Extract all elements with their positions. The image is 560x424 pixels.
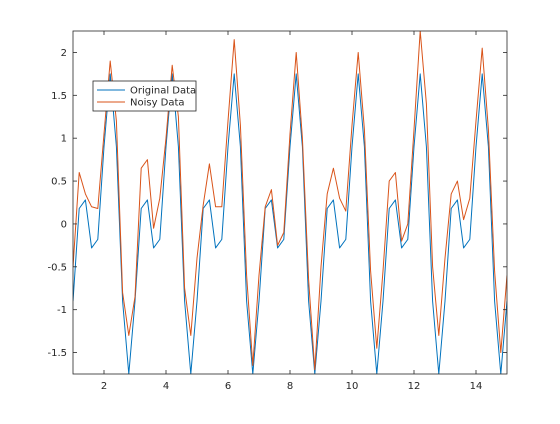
y-tick-label: -0.5 <box>47 262 67 273</box>
y-tick-label: -1 <box>57 305 67 316</box>
x-axis: 2 4 6 8 10 12 14 <box>101 31 483 392</box>
x-tick-label: 6 <box>225 381 231 392</box>
legend-label-1: Original Data <box>130 86 196 97</box>
x-tick-label: 2 <box>101 381 107 392</box>
x-tick-label: 10 <box>346 381 359 392</box>
y-axis: -1.5 -1 -0.5 0 0.5 1 1.5 2 <box>47 48 507 359</box>
y-tick-label: -1.5 <box>47 348 67 359</box>
y-tick-label: 1 <box>61 134 67 145</box>
x-tick-label: 8 <box>287 381 293 392</box>
y-tick-label: 0 <box>61 219 67 230</box>
plot-lines <box>73 31 507 374</box>
series-line-1 <box>73 73 507 374</box>
x-tick-label: 4 <box>163 381 169 392</box>
x-tick-label: 14 <box>470 381 483 392</box>
series-line-2 <box>73 31 507 371</box>
legend-label-2: Noisy Data <box>130 98 185 109</box>
y-tick-label: 0.5 <box>51 177 67 188</box>
y-tick-label: 2 <box>61 48 67 59</box>
legend-box <box>92 80 197 112</box>
x-tick-label: 12 <box>408 381 421 392</box>
y-tick-label: 1.5 <box>51 91 67 102</box>
